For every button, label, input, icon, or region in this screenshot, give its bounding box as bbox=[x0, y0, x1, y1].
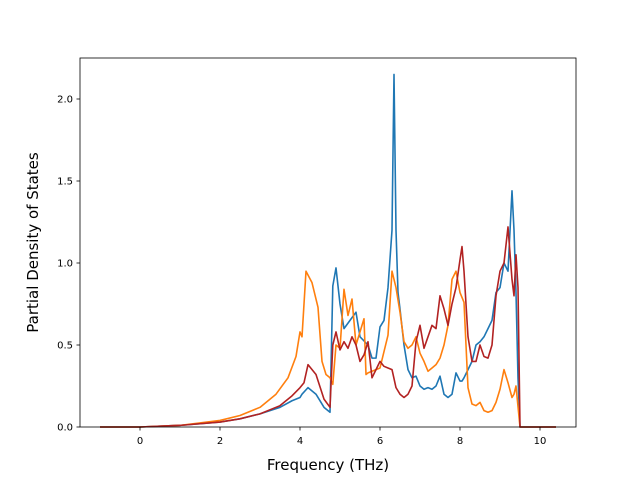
plot-area bbox=[100, 73, 556, 428]
y-axis: 0.0 0.5 1.0 1.5 2.0 bbox=[57, 95, 80, 434]
y-tick-label: 1.5 bbox=[57, 177, 73, 188]
x-axis: 0 2 4 6 8 10 bbox=[137, 427, 547, 447]
x-tick-label: 2 bbox=[217, 436, 223, 447]
series-line-2 bbox=[100, 270, 556, 428]
y-tick-label: 0.5 bbox=[57, 341, 73, 352]
x-tick-label: 6 bbox=[377, 436, 383, 447]
axes-frame bbox=[79, 57, 577, 428]
x-axis-label: Frequency (THz) bbox=[267, 456, 389, 474]
y-tick-label: 2.0 bbox=[57, 95, 73, 106]
series-line-3 bbox=[100, 226, 556, 428]
y-tick-label: 0.0 bbox=[57, 423, 73, 434]
series-line-1 bbox=[100, 73, 556, 428]
x-tick-label: 8 bbox=[457, 436, 463, 447]
x-tick-label: 0 bbox=[137, 436, 143, 447]
x-tick-label: 4 bbox=[297, 436, 303, 447]
x-tick-label: 10 bbox=[534, 436, 547, 447]
y-tick-label: 1.0 bbox=[57, 259, 73, 270]
y-axis-label: Partial Density of States bbox=[24, 152, 42, 333]
